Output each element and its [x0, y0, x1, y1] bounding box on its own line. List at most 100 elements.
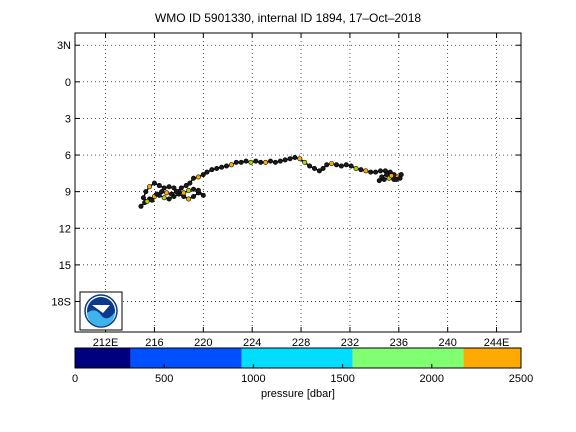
x-tick-label: 224 [243, 337, 261, 349]
x-tick-label: 244E [484, 337, 510, 349]
y-tick-label: 3N [57, 40, 71, 52]
colorbar-segment [352, 348, 464, 368]
colorbar-tick-label: 500 [155, 373, 173, 385]
x-tick-label: 240 [439, 337, 457, 349]
profile-point [224, 163, 230, 169]
plot-frame [74, 32, 522, 333]
profile-point [388, 173, 394, 179]
noaa-logo [79, 291, 123, 331]
profile-point [320, 165, 326, 171]
profile-point [263, 159, 269, 165]
y-tick-label: 12 [59, 223, 71, 235]
colorbar-tick-label: 1500 [330, 373, 354, 385]
profile-point [243, 158, 249, 164]
profile-point [144, 198, 150, 204]
colorbar-tick-label: 2000 [420, 373, 444, 385]
profile-point [363, 168, 369, 174]
profile-point [258, 159, 264, 165]
axis-ticks: 212E 216 220 224 228 232 236 240 244E 3N 0 3 6 9 12 15 1… [51, 33, 521, 349]
profile-point [151, 180, 157, 186]
profile-point [191, 175, 197, 181]
colorbar-segment [75, 348, 131, 368]
profile-point [358, 167, 364, 173]
colorbar-label: pressure [dbar] [261, 388, 335, 400]
profile-point [178, 185, 184, 191]
profile-point [376, 178, 382, 184]
profile-point [200, 172, 206, 178]
profile-point [183, 183, 189, 189]
profile-point [368, 169, 374, 175]
colorbar-segment [130, 348, 242, 368]
logo-bird [92, 305, 110, 313]
profile-point [238, 159, 244, 165]
profile-point [297, 156, 303, 162]
profile-point [209, 167, 215, 173]
profile-point [161, 185, 167, 191]
y-tick-label: 6 [65, 150, 71, 162]
profile-point [373, 169, 379, 175]
profile-point [272, 159, 278, 165]
colorbar-tick-label: 1000 [241, 373, 265, 385]
profile-point [277, 158, 283, 164]
profile-point [156, 183, 162, 189]
profile-point [343, 162, 349, 168]
x-tick-label: 212E [93, 337, 119, 349]
profile-point [181, 190, 187, 196]
profile-point [169, 191, 175, 197]
profile-point [195, 187, 201, 193]
profile-point [307, 163, 313, 169]
pressure-colorbar: 0 500 1000 1500 2000 2500 [72, 347, 533, 385]
profile-point [228, 162, 234, 168]
profile-point [140, 195, 146, 201]
profile-point [138, 203, 144, 209]
profile-point [191, 186, 197, 192]
plot-area: 212E 216 220 224 228 232 236 240 244E 3N 0 3 6 9 12 15 1… [51, 32, 522, 349]
profile-point [324, 162, 330, 168]
profile-point [333, 162, 339, 168]
profile-point [159, 189, 165, 195]
profile-point [154, 191, 160, 197]
profile-point [268, 158, 274, 164]
profile-point [164, 190, 170, 196]
float-track [138, 154, 404, 209]
y-tick-label: 0 [65, 77, 71, 89]
profile-point [200, 192, 206, 198]
logo-wave [87, 310, 116, 327]
profile-point [282, 157, 288, 163]
colorbar-tick-label: 0 [72, 373, 78, 385]
profile-point [219, 164, 225, 170]
profile-point [379, 174, 385, 180]
profile-point [329, 161, 335, 167]
y-tick-label: 15 [59, 260, 71, 272]
colorbar-frame [74, 347, 522, 369]
profile-point [338, 163, 344, 169]
profile-point [384, 172, 390, 178]
profile-point [166, 196, 172, 202]
profile-point [214, 165, 220, 171]
profile-point [287, 156, 293, 162]
profile-point [377, 168, 383, 174]
profile-point [187, 180, 193, 186]
profile-point [302, 159, 308, 165]
x-tick-label: 220 [194, 337, 212, 349]
profile-point [149, 197, 155, 203]
x-tick-label: 228 [292, 337, 310, 349]
profile-point [398, 172, 404, 178]
profile-point [186, 187, 192, 193]
profile-point [143, 189, 149, 195]
x-tick-label: 236 [390, 337, 408, 349]
profile-point [204, 169, 210, 175]
y-tick-label: 9 [65, 187, 71, 199]
profile-point [166, 184, 172, 190]
profile-point [186, 196, 192, 202]
profile-point [195, 174, 201, 180]
profile-point [348, 163, 354, 169]
colorbar-segment [463, 348, 521, 368]
profile-point [161, 195, 167, 201]
profile-point [233, 159, 239, 165]
profile-point [316, 168, 322, 174]
colorbar-segment [241, 348, 353, 368]
colorbar-tick-label: 2500 [509, 373, 533, 385]
x-tick-label: 216 [145, 337, 163, 349]
